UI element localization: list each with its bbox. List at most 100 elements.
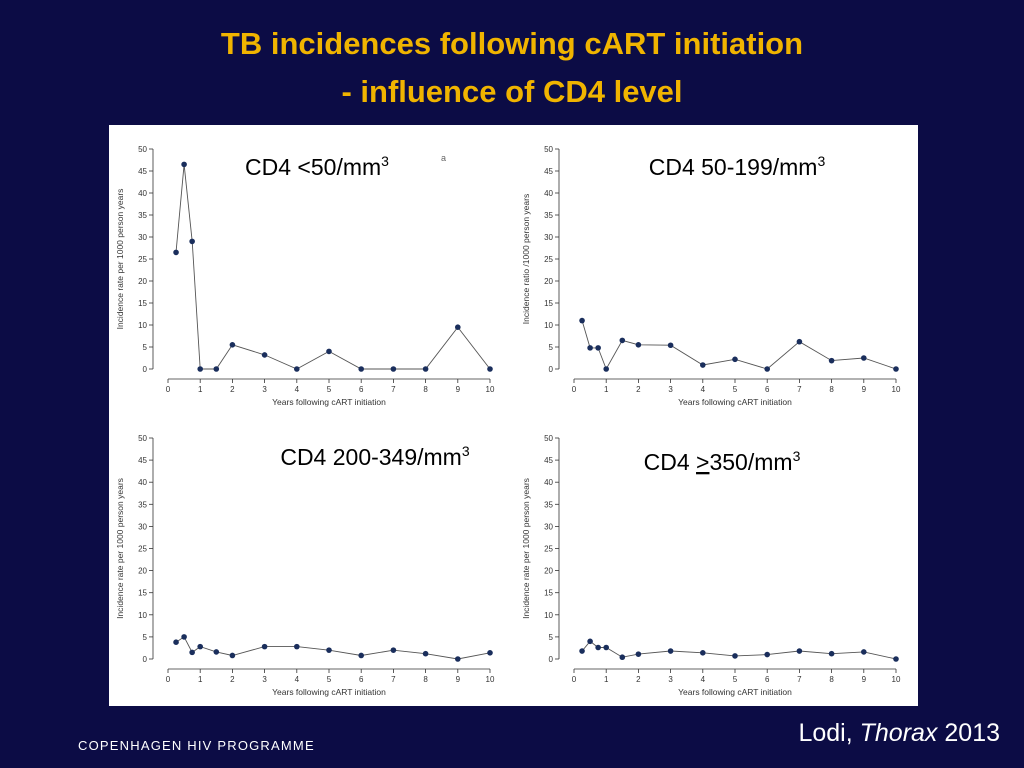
data-point <box>487 650 493 656</box>
x-tick-label: 4 <box>701 675 706 684</box>
x-tick-label: 5 <box>733 675 738 684</box>
data-point <box>294 643 300 650</box>
y-tick-label: 5 <box>549 343 554 352</box>
x-tick-label: 3 <box>262 675 267 684</box>
chart-title-superscript: 3 <box>381 153 389 169</box>
data-point <box>294 366 300 372</box>
data-point <box>619 654 626 661</box>
y-tick-label: 50 <box>544 434 553 443</box>
y-tick-label: 35 <box>544 500 553 509</box>
y-tick-label: 20 <box>544 567 553 576</box>
x-tick-label: 9 <box>862 675 867 684</box>
data-point <box>422 366 429 372</box>
data-point <box>893 366 899 372</box>
x-tick-label: 8 <box>423 385 428 394</box>
x-tick-label: 8 <box>829 385 834 394</box>
y-tick-label: 10 <box>544 321 553 330</box>
series-line <box>581 320 897 371</box>
chart-title-prefix: CD4 <box>644 449 696 475</box>
y-tick-label: 0 <box>549 655 554 664</box>
data-point <box>455 656 461 662</box>
series-line <box>175 636 491 660</box>
data-point <box>358 652 364 659</box>
data-point <box>764 651 770 658</box>
chart-title: CD4 200-349/mm3 <box>280 443 470 470</box>
x-tick-label: 5 <box>733 385 738 394</box>
x-tick-label: 0 <box>166 385 171 394</box>
x-tick-label: 4 <box>701 385 706 394</box>
x-tick-label: 1 <box>604 385 609 394</box>
data-point <box>667 342 674 349</box>
y-tick-label: 10 <box>138 321 147 330</box>
slide-title-line-2: - influence of CD4 level <box>341 74 683 109</box>
x-tick-label: 3 <box>668 385 673 394</box>
y-tick-label: 30 <box>544 233 553 242</box>
data-point <box>861 355 867 361</box>
y-tick-label: 35 <box>544 211 553 220</box>
series-line <box>175 164 491 370</box>
x-tick-label: 10 <box>892 675 901 684</box>
data-point <box>732 356 738 363</box>
data-point <box>229 342 236 348</box>
y-tick-label: 0 <box>143 655 148 664</box>
y-tick-label: 50 <box>544 145 553 154</box>
y-tick-label: 25 <box>544 255 553 264</box>
x-tick-label: 2 <box>636 675 641 684</box>
x-tick-label: 1 <box>198 385 203 394</box>
x-tick-label: 9 <box>862 385 867 394</box>
y-tick-label: 30 <box>138 522 147 531</box>
x-tick-label: 10 <box>486 385 495 394</box>
data-point <box>390 366 397 372</box>
data-point <box>700 362 706 368</box>
y-tick-label: 35 <box>138 211 147 220</box>
x-tick-label: 1 <box>198 675 203 684</box>
data-point <box>261 643 268 650</box>
y-tick-label: 45 <box>138 456 147 465</box>
citation-author: Lodi, <box>798 719 860 747</box>
data-point <box>595 345 601 351</box>
data-point <box>579 317 585 324</box>
y-tick-label: 15 <box>138 589 147 598</box>
data-point <box>261 352 268 358</box>
y-tick-label: 45 <box>544 167 553 176</box>
y-axis-label: Incidence rate per 1000 person years <box>521 478 531 619</box>
data-point <box>390 647 397 653</box>
chart-title: CD4 50-199/mm3 <box>649 153 826 180</box>
data-point <box>197 643 203 650</box>
y-tick-label: 15 <box>138 299 147 308</box>
x-tick-label: 0 <box>572 385 577 394</box>
footer-programme: COPENHAGEN HIV PROGRAMME <box>78 738 315 753</box>
y-tick-label: 50 <box>138 145 147 154</box>
chart-title-main: CD4 <50/mm <box>245 154 381 180</box>
y-tick-label: 5 <box>549 633 554 642</box>
x-tick-label: 7 <box>391 385 396 394</box>
y-tick-label: 25 <box>138 255 147 264</box>
x-tick-label: 9 <box>456 385 461 394</box>
data-point <box>197 366 203 372</box>
citation: Lodi, Thorax 2013 <box>798 719 1000 748</box>
x-axis-label: Years following cART initiation <box>272 397 386 407</box>
chart-title-underlined: > <box>696 449 709 475</box>
data-point <box>189 238 195 245</box>
x-tick-label: 10 <box>486 675 495 684</box>
data-point <box>828 650 835 657</box>
x-tick-label: 4 <box>295 385 300 394</box>
y-tick-label: 25 <box>544 545 553 554</box>
data-point <box>326 348 332 355</box>
y-tick-label: 40 <box>138 189 147 198</box>
y-tick-label: 30 <box>138 233 147 242</box>
x-tick-label: 7 <box>797 385 802 394</box>
data-point <box>181 634 187 640</box>
y-tick-label: 25 <box>138 545 147 554</box>
y-axis-label: Incidence rate per 1000 person years <box>115 189 125 330</box>
data-point <box>587 345 593 351</box>
x-tick-label: 5 <box>327 385 332 394</box>
data-point <box>796 338 803 345</box>
y-axis-label: Incidence rate per 1000 person years <box>115 478 125 619</box>
chart-title-main: CD4 200-349/mm <box>280 444 462 470</box>
data-point <box>579 648 585 654</box>
data-point <box>764 366 770 372</box>
